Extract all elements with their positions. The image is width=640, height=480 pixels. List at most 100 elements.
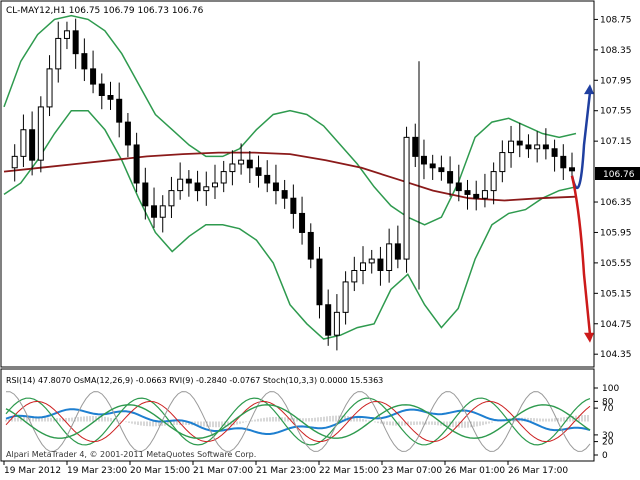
bollinger-lower-band <box>3 109 577 340</box>
candle-body <box>98 83 105 97</box>
candle-body <box>46 68 53 108</box>
stoch-line <box>6 391 591 452</box>
candle-body <box>325 304 332 336</box>
price-tick-label: 107.15 <box>600 137 632 147</box>
time-tick-label: 21 Mar 07:00 <box>193 466 253 476</box>
candle-body <box>508 140 515 154</box>
candle-body <box>272 182 279 192</box>
candle-body <box>386 243 393 272</box>
current-price-label: 106.76 <box>603 170 635 180</box>
candle-body <box>377 258 384 271</box>
candle-body <box>37 106 44 161</box>
candle-body <box>316 258 323 306</box>
candle-body <box>499 152 506 173</box>
rsi-line <box>5 397 591 446</box>
candle-body <box>238 159 245 165</box>
candle-body <box>90 68 97 85</box>
candle-body <box>63 30 70 39</box>
candle-body <box>203 186 210 192</box>
projection-arrowhead-down <box>584 332 594 343</box>
price-tick-label: 105.15 <box>600 289 632 299</box>
candle-body <box>368 258 375 264</box>
time-tick-label: 19 Mar 2012 <box>4 466 61 476</box>
candle-body <box>55 37 62 70</box>
candle-body <box>72 30 79 55</box>
time-tick-label: 21 Mar 23:00 <box>256 466 316 476</box>
indicator-tick-label: 100 <box>602 384 619 394</box>
candle-body <box>481 190 488 199</box>
candle-body <box>403 136 410 260</box>
price-tick-label: 108.35 <box>600 46 632 56</box>
time-tick-label: 23 Mar 07:00 <box>382 466 442 476</box>
price-tick-label: 104.35 <box>600 350 632 360</box>
candle-body <box>124 121 131 146</box>
indicator-tick-label: 0 <box>602 451 608 461</box>
candle-body <box>159 205 166 218</box>
candle-body <box>360 262 367 271</box>
time-tick-label: 22 Mar 15:00 <box>319 466 379 476</box>
price-tick-label: 108.75 <box>600 15 632 25</box>
indicator-tick-label: 70 <box>602 404 614 414</box>
candle-body <box>11 155 18 169</box>
candle-body <box>542 144 549 150</box>
candle-body <box>420 155 427 165</box>
time-tick-label: 26 Mar 01:00 <box>445 466 505 476</box>
candle-body <box>229 163 236 173</box>
projection-arrowhead-up <box>584 84 594 95</box>
candle-body <box>299 212 306 233</box>
candle-body <box>490 171 497 192</box>
candle-body <box>412 136 419 157</box>
candle-body <box>307 231 314 260</box>
price-tick-label: 107.55 <box>600 107 632 117</box>
candle-body <box>29 129 36 161</box>
copyright-watermark: Alpari MetaTrader 4, © 2001-2011 MetaQuo… <box>6 450 256 459</box>
moving-average-line <box>3 151 577 202</box>
candle-body <box>351 270 358 283</box>
price-axis: 108.75 108.35 107.95 107.55 107.15 106.35 105.… <box>594 15 632 360</box>
candle-body <box>246 159 253 169</box>
candle-body <box>185 178 192 184</box>
candle-body <box>534 144 541 150</box>
candle-body <box>516 140 523 146</box>
candle-body <box>438 167 445 173</box>
indicator-tick-label: 30 <box>602 431 614 441</box>
candle-body <box>281 190 288 199</box>
candle-body <box>342 281 349 313</box>
rvi-main-line <box>5 404 591 439</box>
candle-body <box>151 205 158 218</box>
time-tick-label: 20 Mar 15:00 <box>130 466 190 476</box>
candle-body <box>194 182 201 192</box>
price-tick-label: 106.35 <box>600 198 632 208</box>
bollinger-upper-line <box>3 14 577 226</box>
bollinger-upper-band <box>3 14 577 226</box>
candle-body <box>107 95 114 100</box>
projection-arrow-down <box>570 175 592 335</box>
candle-body <box>20 129 27 157</box>
indicator-tick-label: 20 <box>602 438 614 448</box>
price-tick-label: 105.55 <box>600 259 632 269</box>
candle-body <box>168 190 175 207</box>
rvi-signal-line <box>5 400 591 443</box>
indicator-lines <box>5 391 591 452</box>
candle-body <box>429 163 436 169</box>
candle-body <box>560 155 567 169</box>
candle-body <box>133 144 140 184</box>
candle-body <box>447 171 454 184</box>
price-tick-label: 105.95 <box>600 228 632 238</box>
candle-body <box>264 174 271 184</box>
candle-body <box>551 148 558 157</box>
symbol-header: CL-MAY12,H1 106.75 106.79 106.73 106.76 <box>6 6 204 16</box>
candlesticks <box>11 18 575 351</box>
candle-body <box>473 193 480 199</box>
indicator-tick-label: 80 <box>602 397 614 407</box>
indicator-label: RSI(14) 47.8070 OsMA(12,26,9) -0.0663 RV… <box>6 376 383 385</box>
candle-body <box>81 53 88 70</box>
current-price-box <box>595 167 640 180</box>
projection-arrows <box>570 84 594 343</box>
candle-body <box>255 167 262 176</box>
time-tick-label: 19 Mar 23:00 <box>67 466 127 476</box>
candle-body <box>290 197 297 214</box>
candle-body <box>455 182 462 192</box>
